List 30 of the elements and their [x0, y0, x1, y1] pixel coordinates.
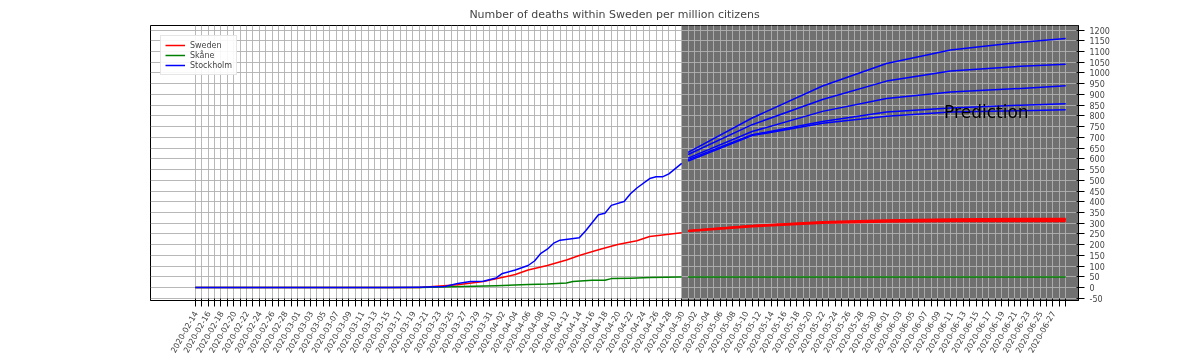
y-tick-label: 50 [1089, 273, 1100, 283]
y-tick-label: 800 [1089, 112, 1105, 122]
y-tick-label: 700 [1089, 133, 1105, 143]
y-tick-label: 400 [1089, 198, 1105, 208]
y-tick-label: 1200 [1089, 26, 1110, 36]
y-tick-label: 750 [1089, 123, 1105, 133]
y-tick-label: 950 [1089, 80, 1105, 90]
y-tick-label: 150 [1089, 251, 1105, 261]
y-tick-label: 450 [1089, 187, 1105, 197]
y-tick-label: 200 [1089, 241, 1105, 251]
legend-label: Stockholm [190, 60, 233, 70]
y-tick-label: 850 [1089, 101, 1105, 111]
y-tick-label: 500 [1089, 176, 1105, 186]
y-tick-label: 1100 [1089, 47, 1110, 57]
y-tick-label: 100 [1089, 262, 1105, 272]
y-tick-label: 250 [1089, 230, 1105, 240]
y-tick-label: 600 [1089, 155, 1105, 165]
y-tick-label: 650 [1089, 144, 1105, 154]
legend-label: Sweden [190, 40, 222, 50]
y-tick-label: 1050 [1089, 58, 1110, 68]
y-tick-label: 1000 [1089, 69, 1110, 79]
y-tick-label: 0 [1089, 284, 1095, 294]
y-tick-label: 300 [1089, 219, 1105, 229]
chart-title: Number of deaths within Sweden per million citizens [469, 7, 760, 21]
y-tick-label: 900 [1089, 90, 1105, 100]
y-tick-label: 550 [1089, 166, 1105, 176]
y-tick-label: 350 [1089, 208, 1105, 218]
y-tick-label: -50 [1089, 294, 1103, 304]
legend-label: Skåne [190, 50, 215, 60]
y-tick-label: 1150 [1089, 37, 1110, 47]
